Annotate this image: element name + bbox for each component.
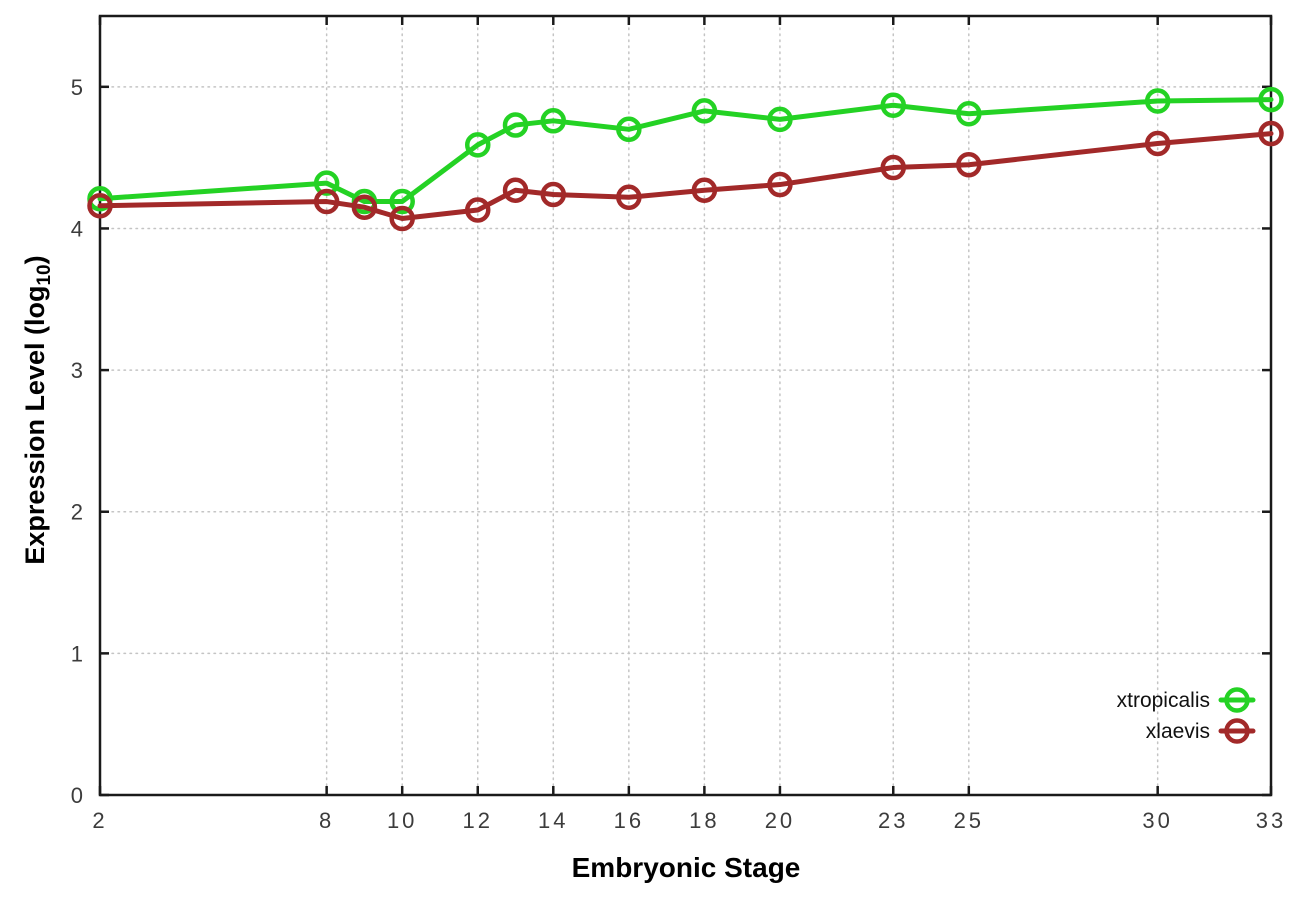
x-tick-label: 8 — [319, 808, 334, 833]
y-tick-label: 2 — [71, 500, 86, 525]
data-point-xlaevis — [87, 193, 113, 219]
data-point-xlaevis — [313, 188, 340, 215]
legend-label-xtropicalis: xtropicalis — [1117, 689, 1210, 712]
y-axis-title-close: ) — [19, 255, 50, 265]
data-point-xtropicalis — [502, 112, 529, 138]
data-point-xlaevis — [956, 151, 982, 178]
data-point-xtropicalis — [389, 188, 415, 215]
x-tick-label: 10 — [387, 808, 417, 833]
data-point-xtropicalis — [1258, 86, 1284, 113]
data-point-xtropicalis — [464, 132, 491, 158]
x-tick-label: 2 — [92, 808, 107, 833]
data-point-xlaevis — [464, 197, 491, 223]
y-axis-title: Expression Level (log10) — [20, 255, 56, 564]
legend-label-xlaevis: xlaevis — [1146, 720, 1210, 743]
y-axis-title-text: Expression Level (log — [19, 285, 50, 565]
plot-border — [98, 14, 1273, 797]
x-tick-label: 23 — [878, 808, 908, 833]
x-tick-label: 33 — [1256, 808, 1286, 833]
data-point-xtropicalis — [540, 108, 567, 134]
data-point-xlaevis — [540, 181, 567, 208]
x-axis-title: Embryonic Stage — [571, 852, 801, 883]
data-point-xlaevis — [1258, 120, 1284, 147]
y-tick-label: 3 — [71, 358, 86, 383]
x-tick-label: 30 — [1142, 808, 1172, 833]
data-point-xlaevis — [502, 177, 529, 203]
data-point-xlaevis — [1144, 130, 1171, 157]
x-tick-label: 12 — [462, 808, 492, 833]
data-point-xtropicalis — [691, 98, 718, 124]
data-point-xlaevis — [616, 184, 642, 211]
y-tick-label: 1 — [71, 641, 86, 666]
x-tick-label: 16 — [614, 808, 644, 833]
x-tick-label: 20 — [765, 808, 795, 833]
legend-sample-marker-xtropicalis — [1224, 687, 1250, 713]
x-tick-label: 18 — [689, 808, 719, 833]
data-point-xtropicalis — [616, 116, 642, 143]
data-point-xlaevis — [351, 194, 378, 220]
data-point-xtropicalis — [880, 92, 907, 118]
data-point-xtropicalis — [1144, 88, 1171, 114]
legend-sample-marker-xlaevis — [1224, 718, 1250, 744]
y-axis-title-subscript: 10 — [34, 264, 56, 286]
series-line-xlaevis — [97, 131, 1274, 222]
data-point-xtropicalis — [956, 100, 982, 127]
data-point-xlaevis — [880, 154, 907, 181]
data-point-xlaevis — [389, 205, 415, 232]
y-tick-label: 0 — [71, 783, 86, 808]
x-tick-label: 14 — [538, 808, 568, 833]
data-point-xtropicalis — [313, 170, 340, 196]
data-point-xlaevis — [691, 177, 718, 203]
data-point-xtropicalis — [767, 106, 793, 133]
x-tick-label: 25 — [954, 808, 984, 833]
y-tick-label: 4 — [71, 216, 86, 241]
data-point-xlaevis — [767, 171, 793, 198]
y-tick-label: 5 — [71, 75, 86, 100]
